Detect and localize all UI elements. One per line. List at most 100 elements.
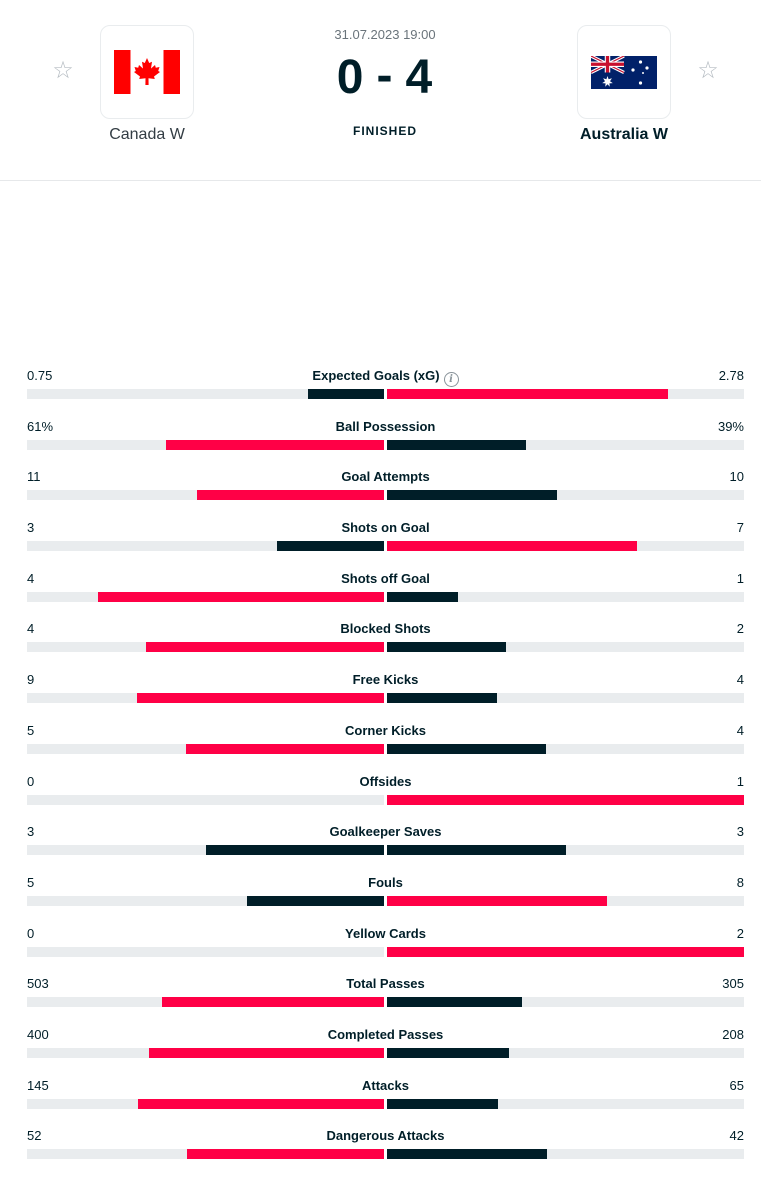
stat-away-value: 10 bbox=[729, 469, 744, 485]
stat-row: 0 Yellow Cards 2 bbox=[27, 924, 744, 975]
stat-home-value: 0 bbox=[27, 925, 35, 941]
stat-name-label: Goalkeeper Saves bbox=[329, 824, 442, 840]
stat-home-value: 400 bbox=[27, 1026, 49, 1042]
stat-labels: 503 Total Passes 305 bbox=[27, 974, 744, 994]
stat-name-label: Shots off Goal bbox=[341, 570, 430, 586]
stat-away-bar bbox=[387, 743, 546, 754]
stat-away-track bbox=[387, 1098, 744, 1109]
stat-home-bar bbox=[149, 1047, 384, 1058]
stat-away-value: 208 bbox=[722, 1026, 744, 1042]
stat-home-bar bbox=[98, 591, 384, 602]
away-team-name[interactable]: Australia W bbox=[579, 126, 668, 143]
stat-name: Corner Kicks bbox=[27, 723, 744, 738]
stat-away-track bbox=[387, 946, 744, 957]
home-score: 0 bbox=[336, 51, 365, 104]
stat-labels: 4 Shots off Goal 1 bbox=[27, 569, 744, 589]
stat-home-bar bbox=[186, 1149, 384, 1160]
stat-name-label: Dangerous Attacks bbox=[326, 1128, 445, 1144]
stat-name: Total Passes bbox=[27, 976, 744, 991]
stat-away-value: 4 bbox=[736, 672, 744, 688]
stat-name: Shots off Goal bbox=[27, 571, 744, 586]
stat-away-bar bbox=[387, 997, 522, 1008]
stat-away-track bbox=[387, 845, 744, 856]
stat-row: 11 Goal Attempts 10 bbox=[27, 467, 744, 518]
stat-away-bar bbox=[387, 693, 497, 704]
stat-home-bar bbox=[161, 997, 384, 1008]
stat-away-track bbox=[387, 439, 744, 450]
stat-name: Yellow Cards bbox=[27, 926, 744, 941]
canada-flag-icon bbox=[114, 50, 180, 94]
away-favorite-star-icon[interactable]: ☆ bbox=[697, 57, 719, 84]
stat-away-bar bbox=[387, 642, 506, 653]
stat-home-track bbox=[27, 591, 384, 602]
stat-name-label: Fouls bbox=[368, 874, 403, 890]
home-team-name[interactable]: Canada W bbox=[109, 126, 185, 143]
stat-home-track bbox=[27, 389, 384, 399]
stat-away-value: 7 bbox=[736, 520, 744, 536]
stat-home-value: 52 bbox=[27, 1128, 42, 1144]
stat-labels: 5 Fouls 8 bbox=[27, 873, 744, 893]
stat-row: 5 Corner Kicks 4 bbox=[27, 721, 744, 772]
stat-away-bar bbox=[387, 794, 744, 805]
stat-bars bbox=[27, 1098, 744, 1109]
stat-labels: 0 Offsides 1 bbox=[27, 772, 744, 792]
stat-away-value: 65 bbox=[729, 1077, 744, 1093]
stat-name-label: Expected Goals (xG) bbox=[312, 368, 440, 383]
stat-home-bar bbox=[146, 642, 384, 653]
info-icon[interactable]: i bbox=[443, 372, 459, 387]
stat-away-value: 305 bbox=[722, 976, 744, 992]
stat-away-value: 42 bbox=[729, 1128, 744, 1144]
stat-away-bar bbox=[387, 1149, 547, 1160]
stat-bars bbox=[27, 693, 744, 704]
away-team-logo[interactable] bbox=[577, 25, 671, 119]
stat-away-bar bbox=[387, 845, 566, 856]
stat-bars bbox=[27, 541, 744, 552]
stat-home-value: 61% bbox=[27, 418, 54, 434]
stat-away-bar bbox=[387, 1098, 498, 1109]
stat-labels: 0 Yellow Cards 2 bbox=[27, 924, 744, 944]
stat-name: Completed Passes bbox=[27, 1027, 744, 1042]
match-datetime: 31.07.2023 19:00 bbox=[334, 27, 436, 42]
stat-away-value: 8 bbox=[736, 874, 744, 890]
stat-away-track bbox=[387, 490, 744, 501]
stat-name-label: Free Kicks bbox=[352, 672, 419, 688]
stat-labels: 61% Ball Possession 39% bbox=[27, 417, 744, 437]
stat-away-bar bbox=[387, 439, 527, 450]
stats-list: 0.75 Expected Goals (xG) i 2.78 61% Ball Poss… bbox=[27, 366, 744, 1177]
stat-home-bar bbox=[276, 541, 384, 552]
stat-home-value: 0 bbox=[27, 773, 35, 789]
stat-labels: 3 Goalkeeper Saves 3 bbox=[27, 822, 744, 842]
stat-name: Attacks bbox=[27, 1078, 744, 1093]
stat-home-track bbox=[27, 439, 384, 450]
stat-row: 3 Shots on Goal 7 bbox=[27, 518, 744, 569]
stat-name: Expected Goals (xG) i bbox=[27, 368, 744, 387]
stat-home-track bbox=[27, 997, 384, 1008]
stat-away-track bbox=[387, 743, 744, 754]
stat-home-bar bbox=[185, 743, 384, 754]
stat-labels: 9 Free Kicks 4 bbox=[27, 670, 744, 690]
stat-away-track bbox=[387, 693, 744, 704]
stat-labels: 145 Attacks 65 bbox=[27, 1076, 744, 1096]
stat-home-value: 11 bbox=[27, 469, 41, 485]
home-team-logo[interactable] bbox=[100, 25, 194, 119]
stat-home-track bbox=[27, 1098, 384, 1109]
stat-row: 400 Completed Passes 208 bbox=[27, 1025, 744, 1076]
stat-name: Free Kicks bbox=[27, 672, 744, 687]
match-header: ☆ Canada W 31.07.2023 19:00 0 - 4 FINISH… bbox=[0, 0, 761, 181]
stat-labels: 400 Completed Passes 208 bbox=[27, 1025, 744, 1045]
stat-away-track bbox=[387, 591, 744, 602]
stat-home-value: 0.75 bbox=[27, 368, 53, 383]
stat-name-label: Goal Attempts bbox=[341, 469, 430, 485]
stat-labels: 11 Goal Attempts 10 bbox=[27, 467, 744, 487]
stat-name: Goal Attempts bbox=[27, 469, 744, 484]
stat-away-track bbox=[387, 1149, 744, 1160]
stat-home-value: 5 bbox=[27, 722, 35, 738]
stat-name-label: Yellow Cards bbox=[345, 925, 426, 941]
stat-away-track bbox=[387, 1047, 744, 1058]
stat-row: 145 Attacks 65 bbox=[27, 1076, 744, 1127]
stat-labels: 5 Corner Kicks 4 bbox=[27, 721, 744, 741]
home-favorite-star-icon[interactable]: ☆ bbox=[52, 57, 74, 84]
stat-name-label: Blocked Shots bbox=[340, 621, 431, 637]
stat-row: 3 Goalkeeper Saves 3 bbox=[27, 822, 744, 873]
stat-away-bar bbox=[387, 1047, 510, 1058]
